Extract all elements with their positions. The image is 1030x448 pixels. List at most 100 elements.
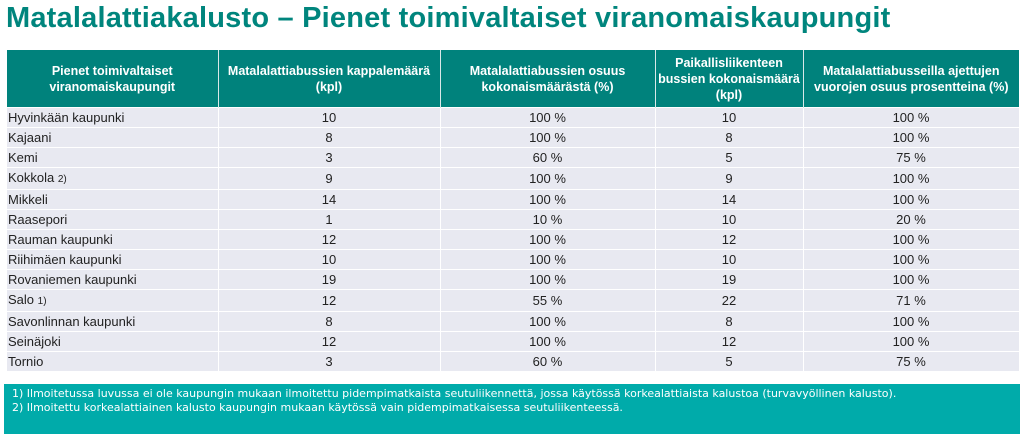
header-trips: Matalalattiabusseilla ajettujen vuorojen… — [803, 50, 1019, 108]
trips-cell-text: 100 % — [892, 192, 930, 207]
total-cell: 8 — [655, 127, 804, 148]
share-cell: 100 % — [440, 269, 656, 290]
city-cell-text: Kajaani — [8, 130, 52, 145]
share-cell-text: 100 % — [529, 272, 566, 287]
count-cell-text: 3 — [325, 150, 333, 165]
total-cell-text: 12 — [721, 334, 737, 349]
city-cell-text: Kemi — [8, 150, 38, 165]
total-cell: 22 — [655, 289, 804, 312]
trips-cell-text: 100 % — [892, 272, 930, 287]
count-cell: 9 — [218, 167, 441, 190]
count-cell-text: 3 — [325, 354, 333, 369]
trips-cell-text: 100 % — [892, 334, 930, 349]
count-cell: 3 — [218, 351, 441, 371]
city-cell: Kemi — [7, 147, 219, 168]
total-cell-text: 10 — [721, 110, 737, 125]
trips-cell-text: 100 % — [892, 252, 930, 267]
low-floor-fleet-table: Pienet toimivaltaiset viranomaiskaupungi… — [7, 50, 1020, 371]
table-header-row: Pienet toimivaltaiset viranomaiskaupungi… — [7, 50, 1019, 108]
trips-cell-text: 100 % — [892, 110, 930, 125]
share-cell-text: 100 % — [529, 171, 566, 186]
count-cell: 12 — [218, 229, 441, 250]
count-cell: 1 — [218, 209, 441, 230]
city-cell-text: Riihimäen kaupunki — [8, 252, 122, 267]
table-row: Kemi 3 60 % 5 75 % — [7, 147, 1020, 168]
total-cell-text: 8 — [725, 130, 733, 145]
table-row: Riihimäen kaupunki 10 100 % 10 100 % — [7, 249, 1020, 270]
share-cell-text: 100 % — [529, 252, 566, 267]
share-cell: 100 % — [440, 311, 656, 332]
table-row: Seinäjoki 12 100 % 12 100 % — [7, 331, 1020, 352]
total-cell: 12 — [655, 331, 804, 352]
table-row: Savonlinnan kaupunki 8 100 % 8 100 % — [7, 311, 1020, 332]
trips-cell-text: 75 % — [896, 150, 926, 165]
share-cell: 100 % — [440, 189, 656, 210]
page-title: Matalalattiakalusto – Pienet toimivaltai… — [6, 2, 891, 34]
table-row: Rauman kaupunki 12 100 % 12 100 % — [7, 229, 1020, 250]
city-cell-text: Mikkeli — [8, 192, 48, 207]
share-cell: 100 % — [440, 127, 656, 148]
total-cell: 10 — [655, 107, 804, 128]
total-cell-text: 9 — [725, 171, 733, 186]
city-cell: Salo 1) — [7, 289, 219, 312]
total-cell-text: 19 — [721, 272, 737, 287]
city-cell-text: Savonlinnan kaupunki — [8, 314, 136, 329]
total-cell-text: 12 — [721, 232, 737, 247]
count-cell-text: 12 — [321, 232, 337, 247]
total-cell-text: 5 — [725, 150, 733, 165]
trips-cell: 100 % — [803, 229, 1020, 250]
count-cell-text: 8 — [325, 130, 333, 145]
trips-cell-text: 20 % — [896, 212, 926, 227]
total-cell: 10 — [655, 209, 804, 230]
city-cell: Riihimäen kaupunki — [7, 249, 219, 270]
table-row: Raasepori 1 10 % 10 20 % — [7, 209, 1020, 230]
count-cell-text: 8 — [325, 314, 333, 329]
city-cell: Rovaniemen kaupunki — [7, 269, 219, 290]
trips-cell: 100 % — [803, 331, 1020, 352]
city-cell-text: Seinäjoki — [8, 334, 61, 349]
share-cell-text: 100 % — [529, 110, 566, 125]
total-cell-text: 8 — [725, 314, 733, 329]
header-count: Matalalattiabussien kappalemäärä (kpl) — [218, 50, 441, 108]
count-cell-text: 9 — [325, 171, 333, 186]
footnote-ref: 2) — [57, 174, 67, 185]
city-cell: Raasepori — [7, 209, 219, 230]
trips-cell-text: 71 % — [896, 293, 926, 308]
total-cell: 10 — [655, 249, 804, 270]
trips-cell-text: 100 % — [892, 314, 930, 329]
trips-cell: 71 % — [803, 289, 1020, 312]
share-cell-text: 100 % — [529, 130, 566, 145]
share-cell-text: 100 % — [529, 192, 566, 207]
footnote-1: 1) Ilmoitetussa luvussa ei ole kaupungin… — [12, 387, 897, 400]
city-cell: Kokkola 2) — [7, 167, 219, 190]
footnote-2: 2) Ilmoitettu korkealattiainen kalusto k… — [12, 401, 623, 414]
trips-cell: 75 % — [803, 351, 1020, 371]
city-cell-text: Rovaniemen kaupunki — [8, 272, 137, 287]
table-row: Kokkola 2) 9 100 % 9 100 % — [7, 167, 1020, 190]
city-cell-text: Tornio — [8, 354, 44, 369]
share-cell-text: 100 % — [529, 314, 566, 329]
header-total: Paikallisliikenteen bussien kokonaismäär… — [655, 50, 804, 108]
trips-cell-text: 100 % — [892, 171, 930, 186]
trips-cell: 100 % — [803, 189, 1020, 210]
total-cell: 9 — [655, 167, 804, 190]
trips-cell: 100 % — [803, 107, 1020, 128]
trips-cell: 100 % — [803, 269, 1020, 290]
table-row: Kajaani 8 100 % 8 100 % — [7, 127, 1020, 148]
total-cell-text: 10 — [721, 252, 737, 267]
count-cell: 10 — [218, 107, 441, 128]
trips-cell-text: 100 % — [892, 130, 930, 145]
share-cell: 100 % — [440, 229, 656, 250]
count-cell: 10 — [218, 249, 441, 270]
share-cell: 55 % — [440, 289, 656, 312]
footnotes-box: 1) Ilmoitetussa luvussa ei ole kaupungin… — [4, 384, 1020, 434]
count-cell-text: 1 — [325, 212, 333, 227]
trips-cell-text: 100 % — [892, 232, 930, 247]
city-cell-text: Raasepori — [8, 212, 68, 227]
total-cell-text: 14 — [721, 192, 737, 207]
count-cell-text: 14 — [321, 192, 337, 207]
count-cell: 14 — [218, 189, 441, 210]
city-cell-text: Hyvinkään kaupunki — [8, 110, 125, 125]
count-cell: 8 — [218, 127, 441, 148]
count-cell: 3 — [218, 147, 441, 168]
